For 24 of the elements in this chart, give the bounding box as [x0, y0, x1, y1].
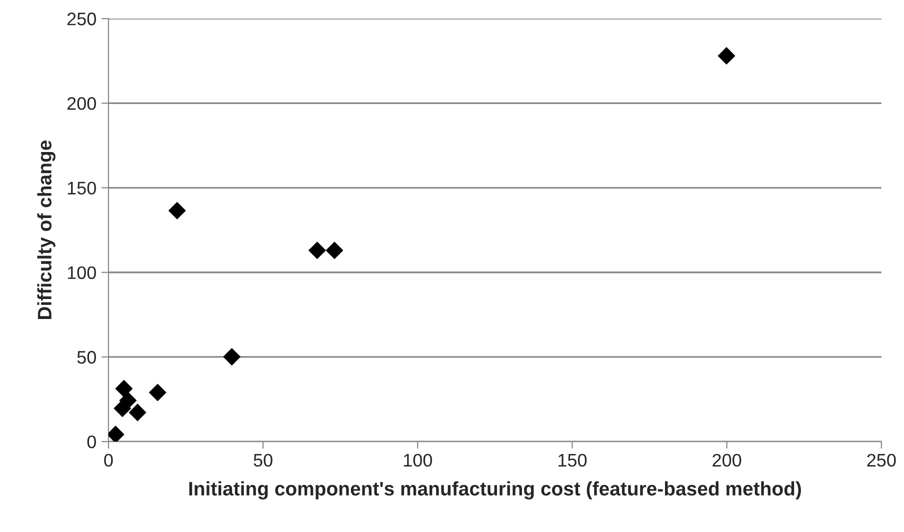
y-tick-label: 100	[68, 266, 96, 280]
x-tick-label: 150	[558, 454, 587, 467]
point	[148, 384, 166, 402]
point	[326, 242, 344, 260]
point	[223, 348, 241, 366]
x-tick-label: 0	[104, 454, 113, 467]
y-tick-label: 250	[67, 12, 96, 26]
x-tick-label: 250	[867, 454, 896, 467]
point	[308, 242, 326, 260]
y-tick-label: 150	[68, 182, 96, 195]
x-axis-title: Initiating component's manufacturing cost (feature-based method)	[189, 481, 801, 500]
y-tick-label: 0	[87, 435, 96, 448]
y-tick-label: 50	[77, 350, 96, 364]
x-tick-label: 200	[712, 454, 742, 467]
y-axis-title: Difficulty of change	[37, 140, 56, 319]
point	[128, 404, 146, 422]
point	[115, 380, 133, 398]
x-tick-label: 50	[254, 454, 272, 467]
point	[168, 202, 186, 220]
point	[114, 400, 132, 418]
point	[718, 47, 736, 65]
point	[108, 426, 124, 442]
y-tick-label: 200	[67, 97, 96, 110]
x-tick-label: 100	[404, 454, 432, 467]
